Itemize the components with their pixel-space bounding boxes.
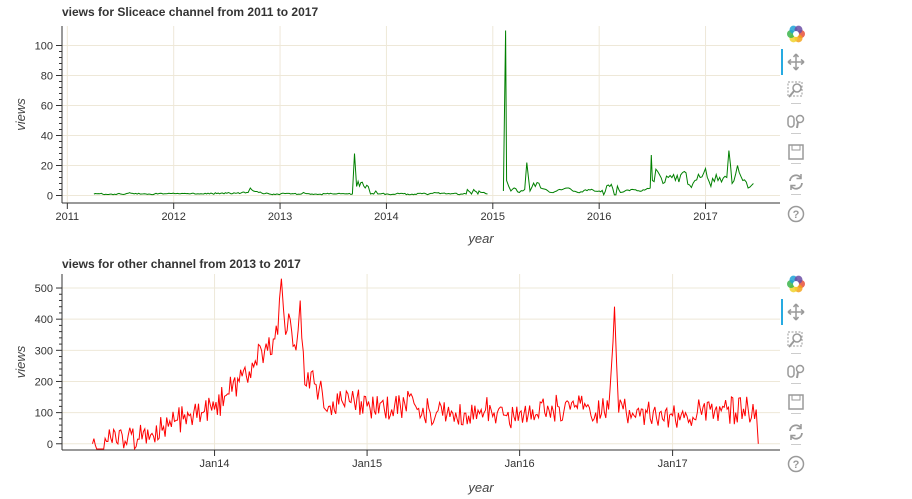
toolbar-separator bbox=[791, 353, 801, 354]
pan-icon[interactable] bbox=[780, 49, 812, 75]
help-icon[interactable]: ? bbox=[780, 451, 812, 477]
x-tick-label: 2015 bbox=[481, 211, 505, 223]
toolbar-separator bbox=[791, 194, 801, 195]
chart-title: views for Sliceace channel from 2011 to … bbox=[62, 5, 319, 19]
chart-title: views for other channel from 2013 to 201… bbox=[62, 257, 301, 271]
y-tick-label: 0 bbox=[47, 191, 53, 203]
reset-icon[interactable] bbox=[780, 419, 812, 445]
y-axis-label: views bbox=[13, 345, 28, 378]
series-line bbox=[93, 153, 488, 196]
x-tick-label: 2016 bbox=[587, 211, 611, 223]
toolbar-separator bbox=[791, 413, 801, 414]
y-tick-label: 80 bbox=[41, 71, 53, 83]
x-axis-label: year bbox=[467, 480, 494, 495]
pan-icon[interactable] bbox=[780, 299, 812, 325]
y-tick-label: 200 bbox=[35, 376, 53, 388]
save-icon[interactable] bbox=[780, 139, 812, 165]
sliceace-plot: views for Sliceace channel from 2011 to … bbox=[0, 0, 812, 250]
save-icon[interactable] bbox=[780, 389, 812, 415]
y-tick-label: 40 bbox=[41, 131, 53, 143]
y-tick-label: 100 bbox=[35, 41, 53, 53]
x-axis-label: year bbox=[467, 231, 494, 246]
other-plot: views for other channel from 2013 to 201… bbox=[0, 250, 912, 499]
y-tick-label: 300 bbox=[35, 345, 53, 357]
y-axis-label: views bbox=[13, 98, 28, 131]
active-tool-indicator bbox=[781, 49, 783, 75]
y-tick-label: 400 bbox=[35, 314, 53, 326]
svg-text:?: ? bbox=[793, 209, 800, 221]
x-tick-label: 2017 bbox=[693, 211, 717, 223]
x-tick-label: 2014 bbox=[374, 211, 398, 223]
bokeh-logo-icon bbox=[780, 21, 812, 47]
x-tick-label: 2012 bbox=[161, 211, 185, 223]
toolbar-separator bbox=[791, 163, 801, 164]
help-icon[interactable]: ? bbox=[780, 201, 812, 227]
x-tick-label: Jan16 bbox=[505, 458, 535, 470]
toolbar-separator bbox=[791, 383, 801, 384]
y-tick-label: 500 bbox=[35, 283, 53, 295]
sliceace-line-chart[interactable]: 0 20 40 60 80 100 2011 2012 2013 2014 2015 2016 2017… bbox=[0, 0, 780, 250]
box-zoom-icon[interactable] bbox=[780, 77, 812, 103]
wheel-zoom-icon[interactable] bbox=[780, 108, 812, 134]
other-line-chart[interactable]: 0 100 200 300 400 500 Jan14 Jan15 Jan16 Jan17 year… bbox=[0, 250, 780, 499]
y-tick-label: 100 bbox=[35, 408, 53, 420]
x-tick-label: 2013 bbox=[268, 211, 292, 223]
series-line bbox=[92, 278, 759, 451]
y-tick-label: 0 bbox=[47, 439, 53, 451]
reset-icon[interactable] bbox=[780, 169, 812, 195]
x-tick-label: 2011 bbox=[55, 211, 79, 223]
x-tick-label: Jan17 bbox=[658, 458, 688, 470]
box-zoom-icon[interactable] bbox=[780, 327, 812, 353]
y-tick-label: 20 bbox=[41, 161, 53, 173]
toolbar-separator bbox=[791, 444, 801, 445]
x-tick-label: Jan15 bbox=[352, 458, 382, 470]
y-tick-label: 60 bbox=[41, 101, 53, 113]
wheel-zoom-icon[interactable] bbox=[780, 358, 812, 384]
toolbar-separator bbox=[791, 133, 801, 134]
bokeh-logo-icon bbox=[780, 271, 812, 297]
active-tool-indicator bbox=[781, 299, 783, 325]
svg-text:?: ? bbox=[793, 459, 800, 471]
grid bbox=[62, 26, 780, 203]
series-line bbox=[502, 30, 754, 197]
toolbar-separator bbox=[791, 103, 801, 104]
x-tick-label: Jan14 bbox=[200, 458, 230, 470]
grid bbox=[62, 274, 780, 450]
